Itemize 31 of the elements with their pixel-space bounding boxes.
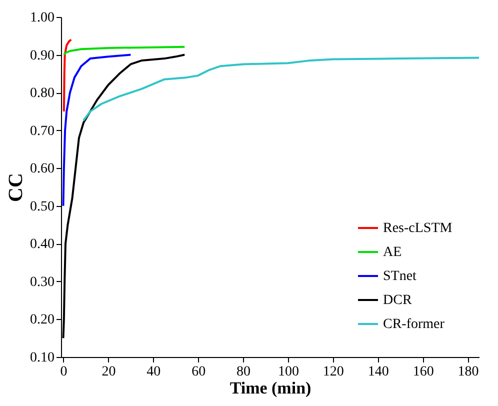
legend-label: Res-cLSTM — [383, 221, 453, 236]
x-tick-label: 40 — [146, 364, 161, 380]
x-tick-label: 80 — [236, 364, 251, 380]
legend-label: DCR — [383, 293, 412, 308]
x-tick-label: 140 — [368, 364, 389, 380]
x-tick-label: 180 — [458, 364, 479, 380]
legend-label: AE — [383, 245, 402, 260]
y-tick-label: 0.10 — [30, 350, 54, 366]
x-tick-label: 60 — [192, 364, 206, 380]
line-series — [82, 56, 480, 122]
line-series — [62, 46, 186, 56]
line-series — [62, 38, 72, 112]
y-tick-label: 1.00 — [30, 10, 54, 26]
y-tick-label: 0.50 — [30, 199, 54, 214]
x-tick-label: 120 — [322, 364, 344, 380]
line-series — [62, 54, 132, 207]
y-tick-label: 0.30 — [30, 274, 54, 290]
x-tick-label: 0 — [60, 364, 68, 380]
x-tick-label: 100 — [278, 364, 299, 380]
x-axis-title: Time (min) — [230, 378, 312, 398]
y-tick-label: 0.40 — [30, 237, 54, 252]
x-tick-label: 160 — [412, 364, 434, 380]
y-tick-label: 0.20 — [30, 312, 54, 328]
x-tick-label: 20 — [102, 364, 116, 380]
legend-label: STnet — [383, 269, 417, 284]
y-axis-title: CC — [5, 173, 27, 202]
y-tick-label: 0.90 — [30, 48, 54, 64]
legend-label: CR-former — [383, 317, 445, 332]
y-tick-label: 0.80 — [30, 86, 54, 102]
y-tick-label: 0.70 — [30, 124, 54, 139]
y-tick-label: 0.60 — [30, 162, 54, 177]
